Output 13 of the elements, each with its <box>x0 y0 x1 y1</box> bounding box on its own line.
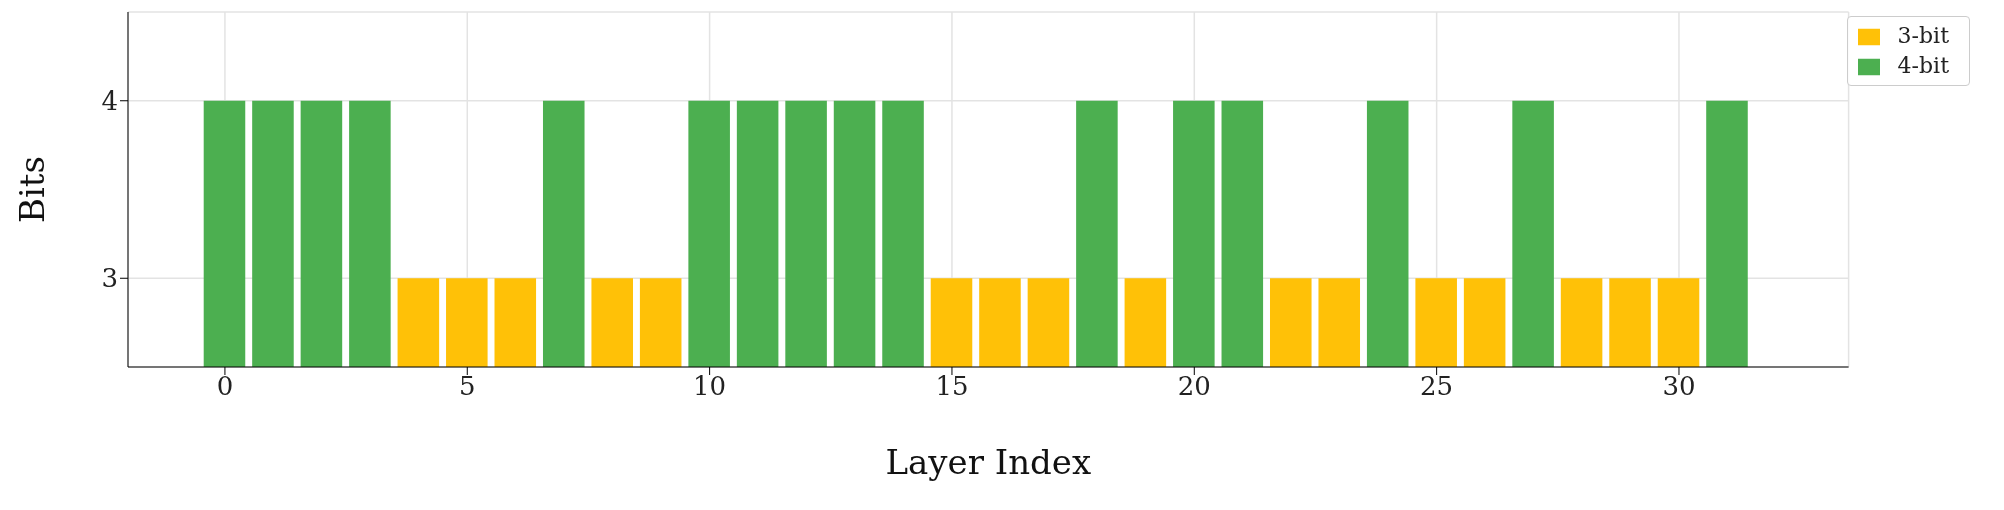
y-tick-label: 4 <box>101 85 118 116</box>
x-tick-label: 10 <box>693 371 727 402</box>
legend-label: 3-bit <box>1897 23 1949 48</box>
x-tick-label: 25 <box>1420 371 1454 402</box>
x-tick-label: 20 <box>1177 371 1211 402</box>
x-tick-label: 0 <box>216 371 234 402</box>
legend-label: 4-bit <box>1897 53 1949 78</box>
y-tick-label: 3 <box>101 263 118 294</box>
y-axis-title: Bits <box>12 156 53 223</box>
x-axis-title: Layer Index <box>885 442 1092 482</box>
x-tick-label: 15 <box>935 371 969 402</box>
x-tick-label: 30 <box>1662 371 1696 402</box>
x-tick-label: 5 <box>459 371 476 402</box>
